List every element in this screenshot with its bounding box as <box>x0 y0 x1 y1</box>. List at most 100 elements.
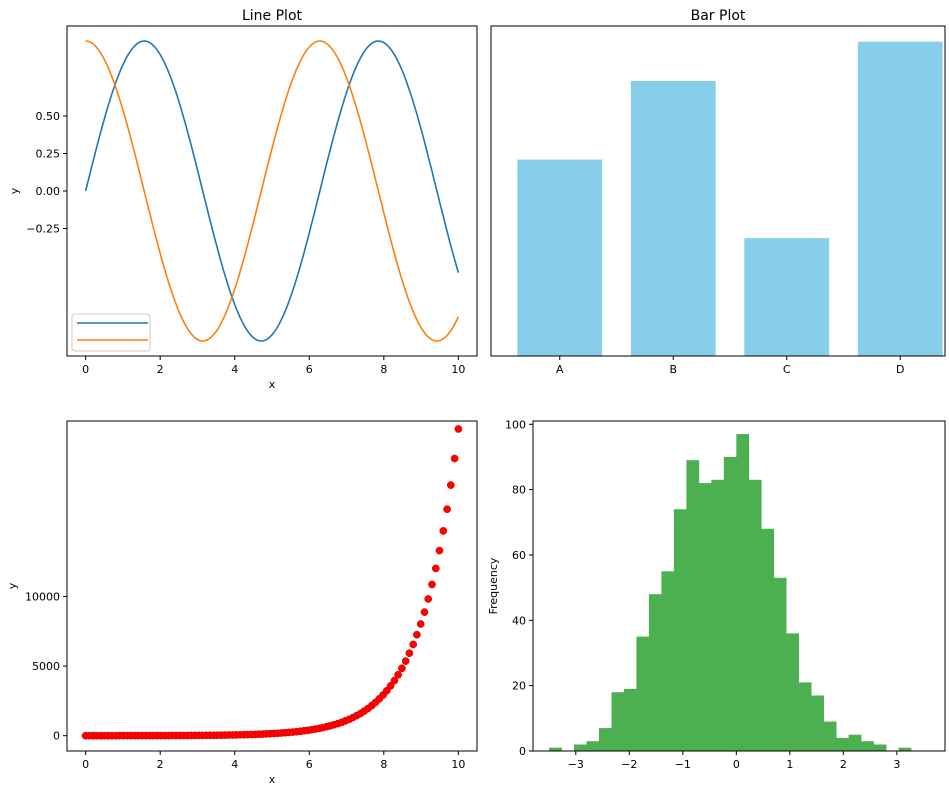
legend-box <box>71 313 151 352</box>
line-plot-axes: Line Plot 0 2 4 6 8 10 0.50 0.25 0.00 −0.25 x y <box>8 8 478 391</box>
scatter-point <box>428 580 436 589</box>
scatter-plot-axes: 0 2 4 6 8 10 0 5000 10000 x y <box>6 420 478 786</box>
histogram-bar <box>773 577 787 751</box>
x-tick-label: 0 <box>82 363 89 376</box>
histogram-bar <box>823 721 837 751</box>
scatter-point <box>446 481 455 489</box>
histogram-bar <box>761 528 775 751</box>
y-tick-label: 0 <box>519 745 526 758</box>
x-tick-label: 4 <box>231 758 238 771</box>
x-tick-label: C <box>783 363 791 376</box>
x-tick-label: 2 <box>157 758 164 771</box>
scatter-point <box>454 425 463 433</box>
x-tick-label: D <box>896 363 904 376</box>
y-tick-label: −0.25 <box>26 223 60 236</box>
histogram-bar <box>873 744 887 751</box>
legend <box>71 313 151 352</box>
plot-frame <box>532 420 946 752</box>
histogram-bar <box>698 483 712 751</box>
x-axis-label: x <box>269 773 276 786</box>
scatter-point <box>401 657 410 665</box>
histogram-bar <box>898 747 912 751</box>
scatter-point <box>390 676 399 685</box>
x-tick-label: 2 <box>840 758 847 771</box>
y-axis-label: Frequency <box>487 557 500 614</box>
histogram-bar <box>549 747 562 751</box>
y-axis-label: y <box>6 582 19 589</box>
y-tick-label: 40 <box>512 614 526 627</box>
scatter-point <box>439 527 448 535</box>
x-tick-label: 2 <box>157 363 164 376</box>
scatter-point <box>394 670 402 679</box>
x-tick-label: B <box>669 363 677 376</box>
chart-title: Bar Plot <box>691 8 746 24</box>
x-tick-label: 10 <box>451 363 465 376</box>
y-tick-label: 60 <box>512 549 526 562</box>
bar-D <box>857 41 943 356</box>
x-tick-label: 8 <box>380 363 387 376</box>
x-tick-label: 0 <box>82 758 89 771</box>
scatter-point <box>413 630 421 639</box>
histogram-bar <box>711 479 725 751</box>
chart-title: Line Plot <box>242 8 303 24</box>
scatter-points <box>81 425 463 740</box>
scatter-point <box>416 620 425 628</box>
histogram-bar <box>686 460 700 751</box>
y-tick-label: 100 <box>505 418 526 431</box>
histogram-bar <box>661 571 675 751</box>
scatter-point <box>386 682 395 690</box>
x-tick-label: 8 <box>380 758 387 771</box>
scatter-point <box>420 608 429 616</box>
x-tick-label: 6 <box>306 758 313 771</box>
plot-frame <box>66 25 478 357</box>
bar-plot-axes: Bar Plot A B C D <box>490 8 946 376</box>
x-tick-label: 3 <box>893 758 900 771</box>
histogram-bar <box>599 728 612 751</box>
x-tick-label: −3 <box>568 758 584 771</box>
scatter-point <box>405 649 414 658</box>
x-tick-label: 6 <box>306 363 313 376</box>
histogram-bar <box>786 633 799 751</box>
histogram-bar <box>848 734 862 751</box>
histogram-bar <box>586 741 600 751</box>
y-tick-label: 80 <box>512 484 526 497</box>
plot-frame <box>66 420 478 752</box>
y-tick-label: 20 <box>512 680 526 693</box>
bar-C <box>744 238 830 356</box>
series-line-1 <box>85 40 460 342</box>
bar-A <box>517 159 603 356</box>
y-tick-label: 0.50 <box>36 110 61 123</box>
x-tick-label: A <box>556 363 564 376</box>
histogram-bar <box>811 695 824 751</box>
x-tick-label: 4 <box>231 363 238 376</box>
histogram-bar <box>636 636 650 751</box>
scatter-point <box>435 546 444 555</box>
y-tick-label: 0.00 <box>36 185 61 198</box>
histogram-axes: −3 −2 −1 0 1 2 3 0 20 40 60 80 100 Frequency <box>487 418 946 771</box>
y-tick-label: 0.25 <box>36 148 61 161</box>
histogram-bar <box>648 594 662 751</box>
plot-frame <box>490 25 946 357</box>
scatter-point <box>443 505 451 514</box>
histogram-bar <box>673 509 687 751</box>
x-tick-label: 0 <box>733 758 740 771</box>
x-tick-label: 10 <box>451 758 465 771</box>
histogram-bar <box>748 479 762 751</box>
series-line-0 <box>84 40 460 342</box>
y-axis-label: y <box>8 187 21 194</box>
histogram-bar <box>574 744 587 751</box>
scatter-point <box>409 640 418 649</box>
y-tick-label: 10000 <box>25 590 60 603</box>
scatter-point <box>398 664 406 673</box>
x-tick-label: −2 <box>621 758 637 771</box>
scatter-point <box>424 595 433 603</box>
x-tick-label: 1 <box>786 758 793 771</box>
histogram-bar <box>798 682 812 751</box>
histogram-bar <box>624 688 637 751</box>
histogram-bar <box>861 741 874 751</box>
histogram-bar <box>723 456 737 751</box>
scatter-point <box>431 564 440 573</box>
bar-B <box>630 81 716 356</box>
histogram-bar <box>736 434 750 751</box>
